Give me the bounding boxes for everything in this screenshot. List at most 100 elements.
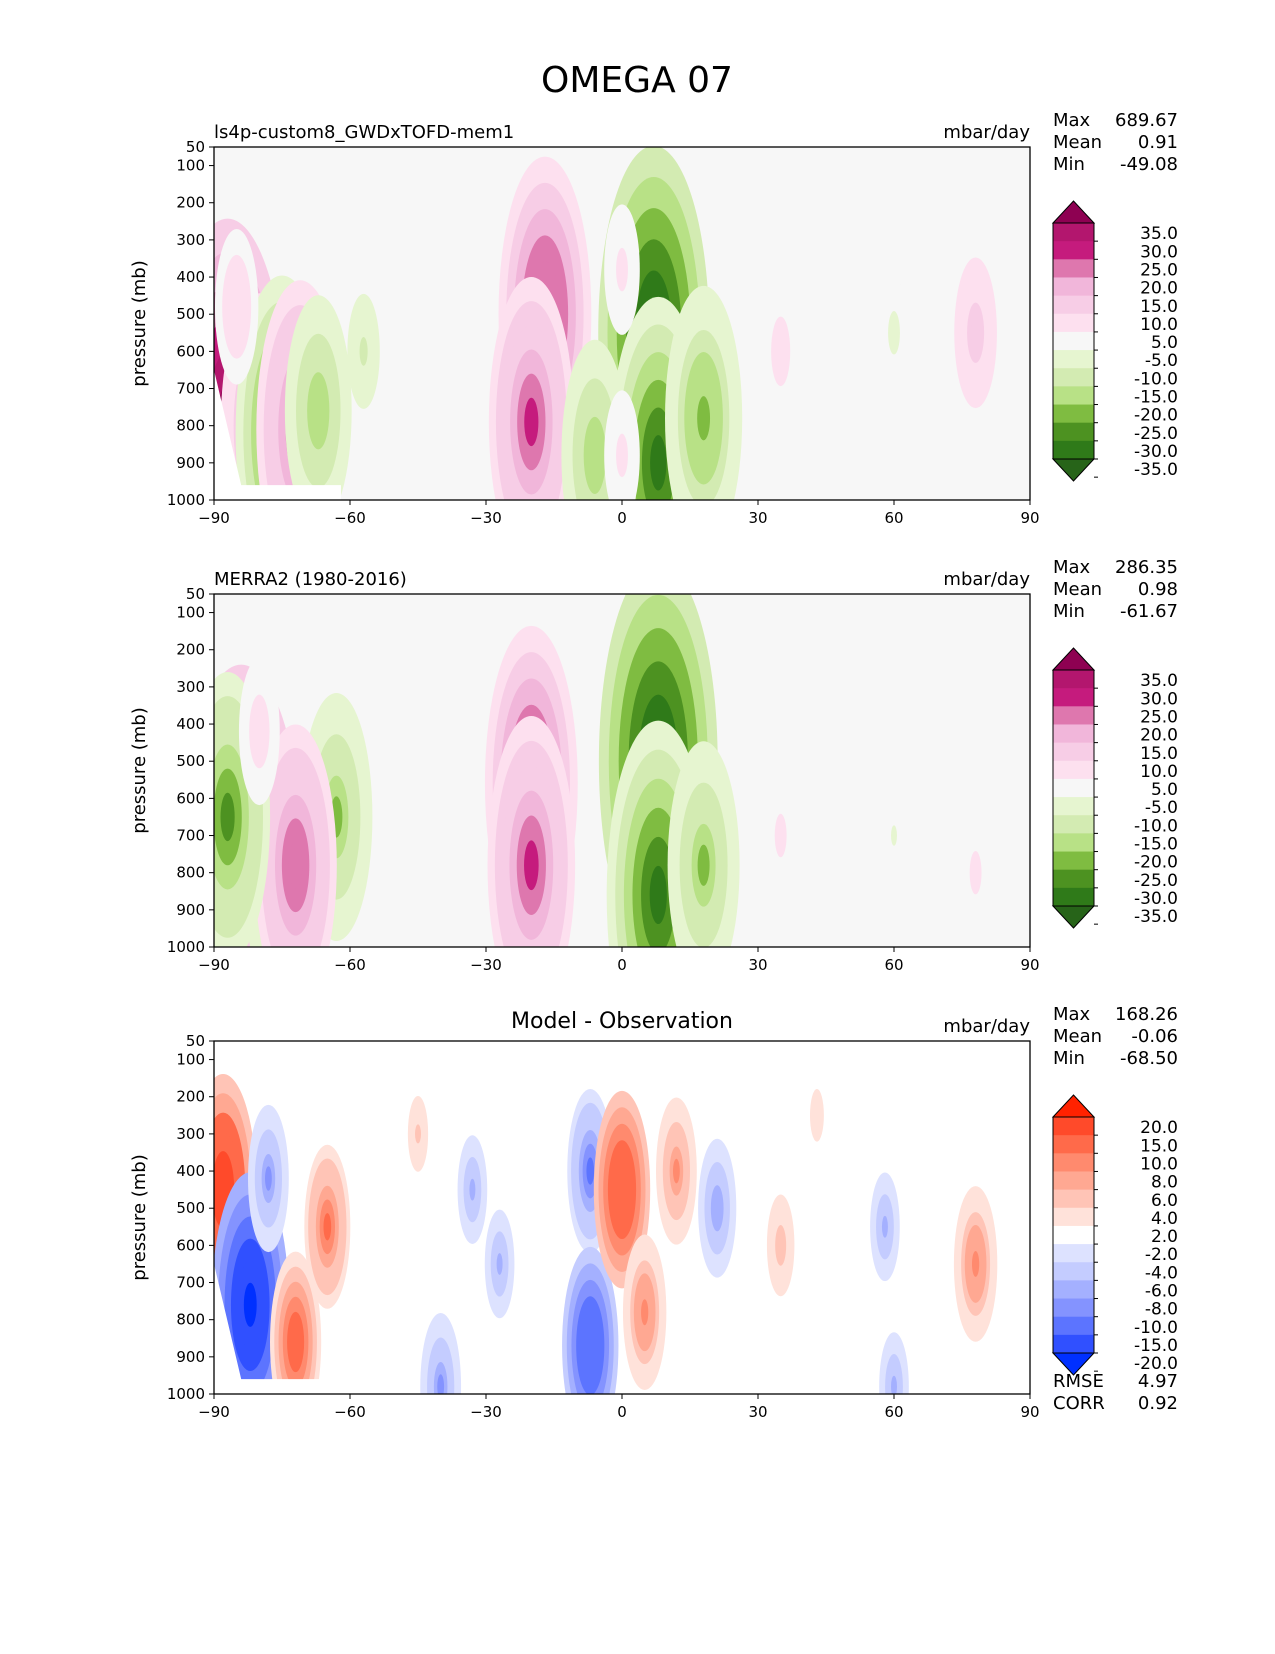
y-tick-label: 100 [176, 157, 205, 175]
stat-label: Max [1053, 110, 1091, 131]
contour-blob [524, 840, 539, 891]
stat-value: -68.50 [1120, 1048, 1178, 1069]
colorbar-label: -25.0 [1134, 871, 1178, 891]
colorbar-label: 20.0 [1140, 279, 1178, 299]
field-contours [214, 1062, 998, 1394]
colorbar-label: -15.0 [1134, 388, 1178, 408]
x-tick-label: 30 [748, 509, 767, 527]
stat-label: Max [1053, 1004, 1091, 1025]
y-tick-label: 900 [176, 1348, 205, 1366]
y-tick-label: 500 [176, 1199, 205, 1217]
stat-label: Min [1053, 154, 1085, 175]
colorbar-label: -8.0 [1145, 1300, 1178, 1320]
colorbar-band [1053, 259, 1094, 278]
contour-blob [641, 1299, 649, 1326]
colorbar-label: -25.0 [1134, 424, 1178, 444]
colorbar-band [1053, 331, 1094, 351]
colorbar-label: 5.0 [1151, 780, 1178, 800]
colorbar-label: -20.0 [1134, 853, 1178, 873]
colorbar-band [1053, 1171, 1094, 1191]
x-tick-label: 90 [1020, 1403, 1039, 1421]
stat-value: -0.06 [1131, 1026, 1178, 1047]
colorbar-band [1053, 1334, 1094, 1354]
y-tick-label: 900 [176, 901, 205, 919]
colorbar-extend-top [1051, 200, 1096, 224]
contour-blob [291, 1326, 300, 1358]
y-tick-label: 100 [176, 604, 205, 622]
stat-label: CORR [1053, 1393, 1105, 1414]
stat-label: Min [1053, 601, 1085, 622]
colorbar-label: -2.0 [1145, 1245, 1178, 1265]
colorbar-band [1053, 815, 1094, 834]
y-axis-label: pressure (mb) [129, 707, 150, 833]
colorbar-label: -20.0 [1134, 1354, 1178, 1374]
colorbar-band [1053, 1298, 1094, 1318]
stat-value: -61.67 [1120, 601, 1178, 622]
contour-blob [265, 1166, 272, 1191]
colorbar-band [1053, 688, 1094, 707]
contour-blob [220, 792, 235, 842]
colorbar-band [1053, 1117, 1094, 1136]
colorbar-band [1053, 670, 1094, 689]
colorbar: 35.030.025.020.015.010.05.0-5.0-10.0-15.… [1051, 200, 1178, 482]
stat-value: 168.26 [1115, 1004, 1178, 1025]
contour-blob [697, 396, 711, 441]
contour-blob [589, 436, 601, 475]
colorbar-label: 20.0 [1140, 726, 1178, 746]
colorbar-band [1053, 851, 1094, 871]
contour-blob [881, 1215, 888, 1238]
colorbar-extend-top [1051, 647, 1096, 671]
panel-3: Model - Observation mbar/day pressure (mb)… [129, 1004, 1178, 1421]
colorbar-label: 10.0 [1140, 762, 1178, 782]
stat-label: Mean [1053, 579, 1102, 600]
stat-label: Mean [1053, 1026, 1102, 1047]
colorbar-band [1053, 797, 1094, 816]
contour-blob [777, 824, 784, 847]
y-tick-label: 300 [176, 231, 205, 249]
x-tick-label: −90 [198, 1403, 230, 1421]
x-tick-label: 60 [884, 509, 903, 527]
colorbar-label: -20.0 [1134, 406, 1178, 426]
y-tick-label: 300 [176, 1125, 205, 1143]
x-tick-label: 0 [617, 509, 627, 527]
contour-blob [650, 435, 667, 491]
y-tick-label: 600 [176, 789, 205, 807]
contour-blob [469, 1178, 476, 1201]
contour-blob [496, 1253, 503, 1275]
contour-blob [619, 258, 625, 281]
colorbar-label: 15.0 [1140, 297, 1178, 317]
colorbar-band [1053, 404, 1094, 424]
stat-value: 0.91 [1138, 132, 1178, 153]
colorbar-band [1053, 440, 1094, 460]
y-tick-label: 800 [176, 1311, 205, 1329]
stat-label: Min [1053, 1048, 1085, 1069]
x-tick-label: 60 [884, 956, 903, 974]
colorbar-band [1053, 1316, 1094, 1336]
contour-blob [649, 865, 667, 925]
figure-title: OMEGA 07 [541, 60, 733, 101]
colorbar-band [1053, 869, 1094, 889]
x-tick-label: 30 [748, 1403, 767, 1421]
colorbar-label: -5.0 [1145, 798, 1178, 818]
x-tick-label: −60 [334, 956, 366, 974]
colorbar-label: 10.0 [1140, 1154, 1178, 1174]
contour-blob [972, 861, 979, 884]
colorbar-band [1053, 833, 1094, 853]
contour-blob [617, 1173, 627, 1207]
contour-blob [891, 321, 897, 344]
colorbar-label: 20.0 [1140, 1118, 1178, 1138]
contour-blob [891, 825, 897, 846]
stat-value: -49.08 [1120, 154, 1178, 175]
y-tick-label: 700 [176, 827, 205, 845]
panel-title: MERRA2 (1980-2016) [214, 569, 407, 590]
contour-blob [243, 1282, 257, 1327]
contour-blob [312, 391, 324, 431]
x-tick-label: −30 [470, 956, 502, 974]
colorbar-band [1053, 1135, 1094, 1154]
y-tick-label: 1000 [167, 938, 205, 956]
colorbar-frame [1052, 1116, 1095, 1354]
colorbar-band [1053, 706, 1094, 725]
panel-units: mbar/day [943, 122, 1030, 143]
stat-value: 0.92 [1138, 1393, 1178, 1414]
colorbar-band [1053, 1262, 1094, 1281]
